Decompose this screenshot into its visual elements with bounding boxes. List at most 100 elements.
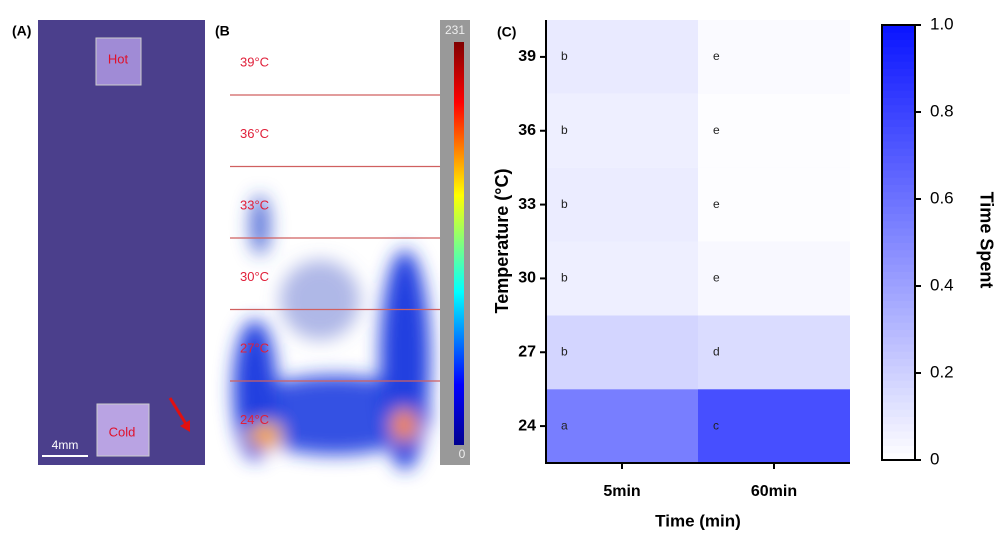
colorbar-tick-label: 1.0 bbox=[930, 14, 954, 33]
colorbar bbox=[454, 42, 464, 445]
cell bbox=[546, 241, 698, 316]
cell-annotation: e bbox=[713, 123, 720, 137]
colorbar-step bbox=[882, 423, 915, 432]
colorbar-step bbox=[882, 75, 915, 84]
cell-annotation: e bbox=[713, 49, 720, 63]
axis bbox=[545, 20, 850, 464]
y-axis-title: Temperature (°C) bbox=[492, 169, 512, 314]
colorbar-step bbox=[882, 220, 915, 229]
colorbar-step bbox=[882, 307, 915, 316]
colorbar-step bbox=[882, 286, 915, 294]
colorbar-step bbox=[882, 293, 915, 301]
cell-annotation: e bbox=[713, 197, 720, 211]
hot-pad bbox=[95, 37, 142, 86]
panel-label: (C) bbox=[497, 24, 516, 40]
cell-annotation: b bbox=[561, 344, 568, 358]
cell-annotation: a bbox=[561, 418, 568, 432]
colorbar-step bbox=[882, 322, 915, 330]
colorbar-tick-label: 0.4 bbox=[930, 275, 954, 294]
colorbar-step bbox=[882, 373, 915, 381]
colorbar-tick-label: 0.2 bbox=[930, 362, 954, 381]
colorbar-step bbox=[882, 155, 915, 164]
cell-annotation: c bbox=[713, 418, 719, 432]
y-tick-label: 33 bbox=[518, 196, 536, 213]
y-tick-label: 24 bbox=[518, 417, 536, 434]
colorbar-step bbox=[882, 402, 915, 410]
zone-label: 27°C bbox=[240, 340, 269, 355]
cell-annotation: b bbox=[561, 49, 568, 63]
cell bbox=[546, 315, 698, 390]
colorbar-step bbox=[882, 438, 915, 446]
cell-annotation: b bbox=[561, 271, 568, 285]
colorbar-step bbox=[882, 228, 915, 236]
colorbar-step bbox=[882, 271, 915, 280]
y-tick-label: 36 bbox=[518, 122, 536, 139]
arrow bbox=[168, 397, 188, 425]
y-tick-label: 39 bbox=[518, 48, 536, 65]
colorbar-step bbox=[882, 199, 915, 207]
cell bbox=[546, 389, 698, 463]
panel-a: (A) Hot Cold 4mm bbox=[12, 20, 205, 465]
colorbar-step bbox=[882, 452, 915, 461]
colorbar-step bbox=[882, 148, 915, 156]
colorbar-step bbox=[882, 351, 915, 359]
colorbar-step bbox=[882, 380, 915, 388]
colorbar-step bbox=[882, 126, 915, 135]
cell bbox=[546, 20, 698, 94]
colorbar-step bbox=[882, 119, 915, 127]
panel-label: (A) bbox=[12, 23, 31, 39]
cell-annotation: b bbox=[561, 123, 568, 137]
cell bbox=[698, 389, 850, 463]
colorbar-step bbox=[882, 90, 915, 98]
colorbar-max: 231 bbox=[445, 23, 465, 37]
cell bbox=[698, 20, 850, 94]
cell-annotation: e bbox=[713, 271, 720, 285]
y-tick-label: 27 bbox=[518, 343, 536, 360]
panel-label: (B) bbox=[215, 23, 234, 39]
colorbar-step bbox=[882, 431, 915, 439]
colorbar-step bbox=[882, 365, 915, 374]
colorbar-step bbox=[882, 133, 915, 142]
x-tick-label: 60min bbox=[751, 483, 797, 500]
colorbar-frame bbox=[881, 24, 916, 461]
y-tick-label: 30 bbox=[518, 270, 536, 287]
colorbar-step bbox=[882, 235, 915, 243]
colorbar-step bbox=[882, 409, 915, 417]
colorbar-step bbox=[882, 191, 915, 200]
colorbar-tick-label: 0.6 bbox=[930, 188, 954, 207]
colorbar-step bbox=[882, 394, 915, 403]
colorbar-step bbox=[882, 387, 915, 396]
colorbar-step bbox=[882, 358, 915, 367]
colorbar-tick-label: 0 bbox=[930, 449, 939, 468]
colorbar-step bbox=[882, 104, 915, 113]
colorbar-step bbox=[882, 32, 915, 40]
colorbar-step bbox=[882, 264, 915, 272]
colorbar-step bbox=[882, 344, 915, 352]
colorbar-step bbox=[882, 206, 915, 214]
colorbar-step bbox=[882, 184, 915, 193]
colorbar-step bbox=[882, 329, 915, 338]
colorbar-step bbox=[882, 68, 915, 77]
cell bbox=[698, 167, 850, 242]
x-axis-title: Time (min) bbox=[655, 511, 741, 530]
colorbar-step bbox=[882, 61, 915, 69]
cell bbox=[546, 93, 698, 168]
colorbar-step bbox=[882, 315, 915, 323]
photo bbox=[38, 20, 205, 465]
colorbar-step bbox=[882, 242, 915, 251]
colorbar-title: Time Spent bbox=[976, 192, 996, 289]
cell bbox=[698, 315, 850, 390]
cell-annotation: d bbox=[713, 344, 720, 358]
cell bbox=[546, 167, 698, 242]
cold-label: Cold bbox=[109, 424, 136, 439]
cell bbox=[698, 93, 850, 168]
colorbar-step bbox=[882, 54, 915, 62]
colorbar-step bbox=[882, 278, 915, 287]
colorbar-step bbox=[882, 112, 915, 120]
colorbar-step bbox=[882, 416, 915, 425]
zone-label: 39°C bbox=[240, 54, 269, 69]
x-tick-label: 5min bbox=[603, 483, 640, 500]
panel-b: (B) 39°C 36°C 33°C 30°C 27°C 24°C 231 0 bbox=[215, 20, 470, 470]
colorbar-step bbox=[882, 97, 915, 106]
